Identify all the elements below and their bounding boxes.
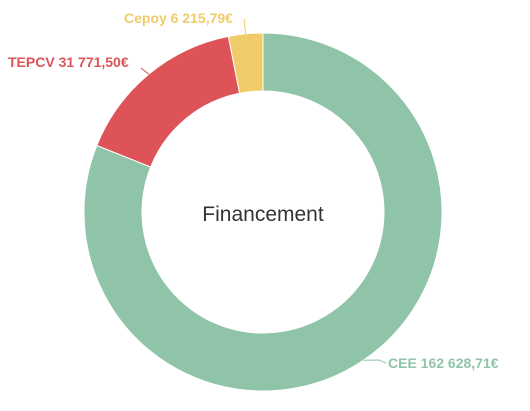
slice-cee[interactable] xyxy=(83,32,443,392)
connector-tepcv xyxy=(140,67,150,75)
connector-cepoy xyxy=(243,18,247,34)
slice-label-cepoy: Cepoy 6 215,79€ xyxy=(124,10,233,26)
label-connectors xyxy=(140,18,387,364)
donut-slices xyxy=(83,32,443,392)
slice-cepoy[interactable] xyxy=(227,32,264,94)
slice-label-cee: CEE 162 628,71€ xyxy=(388,355,499,371)
connector-cee xyxy=(363,359,387,364)
slice-labels: CEE 162 628,71€ TEPCV 31 771,50€ Cepoy 6 2… xyxy=(8,10,499,371)
chart-center-title: Financement xyxy=(202,203,324,226)
slice-label-tepcv: TEPCV 31 771,50€ xyxy=(8,54,129,70)
